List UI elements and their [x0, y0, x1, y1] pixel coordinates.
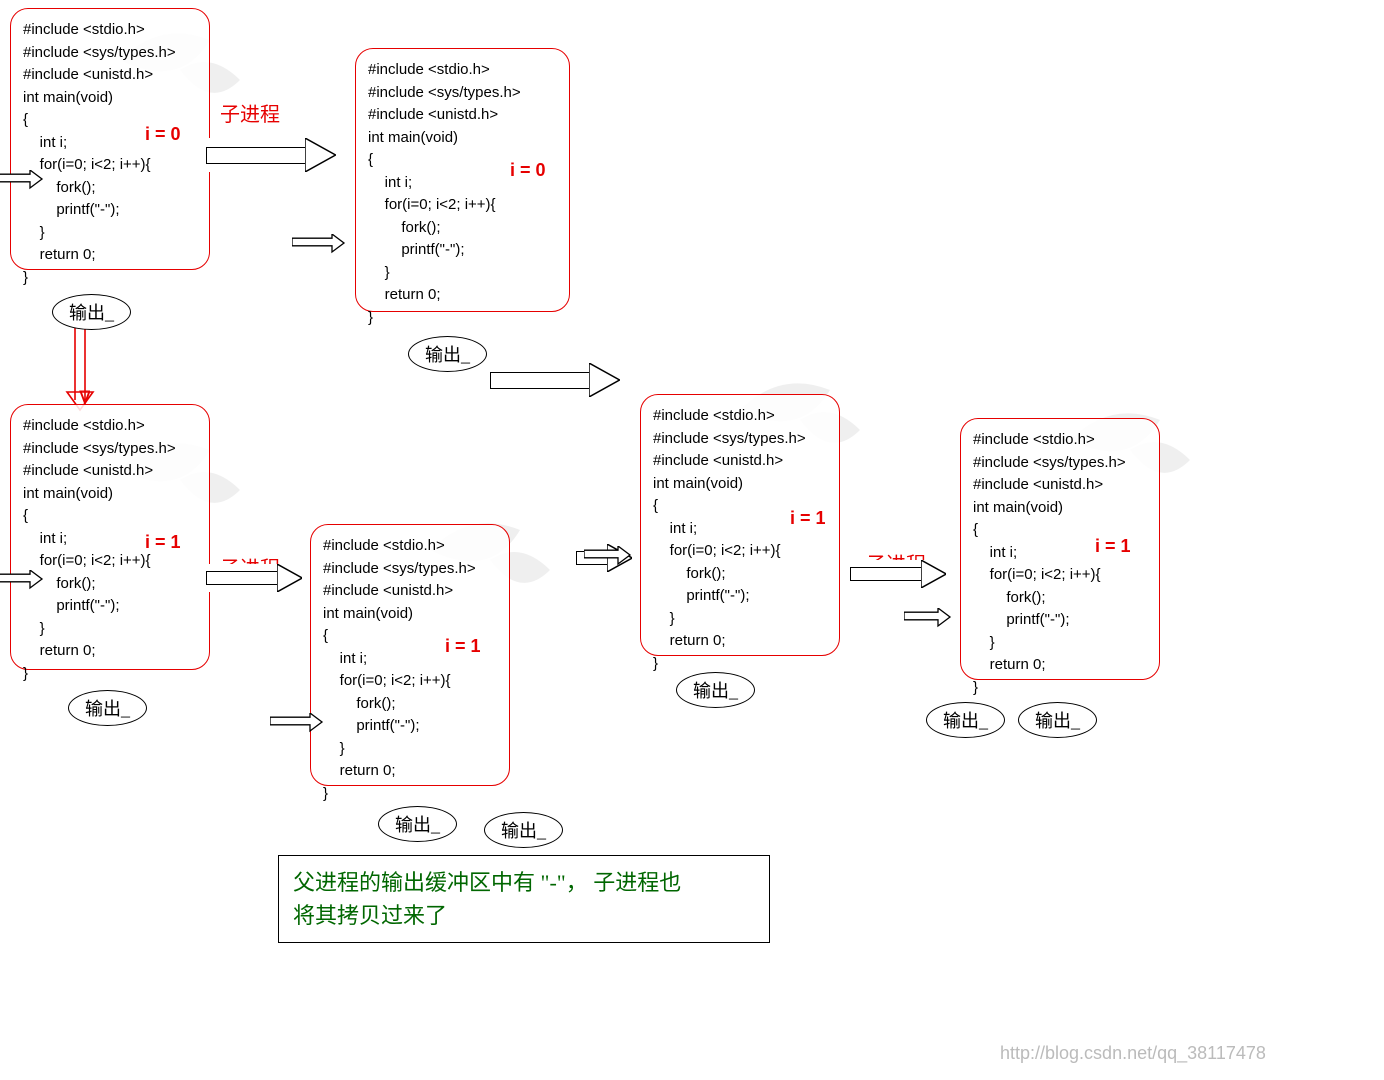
i-value-label: i = 1: [445, 636, 481, 657]
i-value-label: i = 0: [510, 160, 546, 181]
code-text: #include <stdio.h> #include <sys/types.h…: [973, 429, 1147, 699]
line-pointer-icon: [0, 170, 58, 194]
i-value-label: i = 1: [145, 532, 181, 553]
code-text: #include <stdio.h> #include <sys/types.h…: [323, 535, 497, 805]
child-process-label: 子进程: [220, 98, 280, 127]
block-arrow-icon: [206, 138, 336, 172]
note-box: 父进程的输出缓冲区中有 "-"， 子进程也 将其拷贝过来了: [278, 855, 770, 943]
line-pointer-icon: [584, 546, 646, 570]
output-ellipse: 输出_: [378, 806, 457, 842]
note-line1: 父进程的输出缓冲区中有 "-"， 子进程也: [293, 870, 681, 895]
output-ellipse: 输出_: [676, 672, 755, 708]
output-ellipse: 输出_: [926, 702, 1005, 738]
output-ellipse: 输出_: [1018, 702, 1097, 738]
i-value-label: i = 1: [790, 508, 826, 529]
footer-url: http://blog.csdn.net/qq_38117478: [1000, 1043, 1266, 1064]
code-text: #include <stdio.h> #include <sys/types.h…: [653, 405, 827, 675]
note-line2: 将其拷贝过来了: [293, 903, 447, 928]
i-value-label: i = 0: [145, 124, 181, 145]
block-arrow-icon: [206, 564, 302, 592]
diagram-stage: 父进程的输出缓冲区中有 "-"， 子进程也 将其拷贝过来了 http://blo…: [0, 0, 1384, 1080]
line-pointer-icon: [0, 570, 58, 594]
line-pointer-icon: [292, 234, 360, 258]
code-text: #include <stdio.h> #include <sys/types.h…: [23, 19, 197, 289]
block-arrow-icon: [850, 560, 946, 588]
output-ellipse: 输出_: [484, 812, 563, 848]
block-arrow-icon: [490, 363, 620, 397]
code-text: #include <stdio.h> #include <sys/types.h…: [368, 59, 557, 329]
output-ellipse: 输出_: [68, 690, 147, 726]
output-ellipse: 输出_: [52, 294, 131, 330]
output-ellipse: 输出_: [408, 336, 487, 372]
line-pointer-icon: [270, 713, 338, 737]
i-value-label: i = 1: [1095, 536, 1131, 557]
line-pointer-icon: [904, 608, 966, 632]
